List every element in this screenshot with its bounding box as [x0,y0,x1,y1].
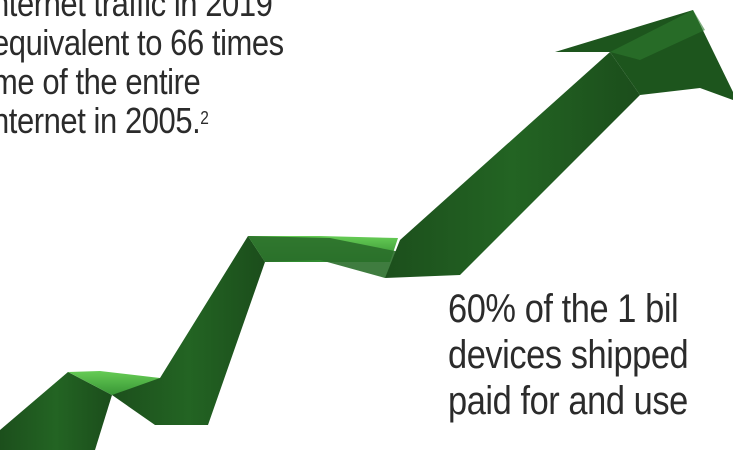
arrow-segment-4 [385,52,640,278]
bottom-caption: 60% of the 1 bil devices shipped paid fo… [448,286,727,424]
top-caption: nternet traffic in 2019 equivalent to 66… [0,0,331,140]
bottom-caption-line-3: paid for and use [448,379,688,423]
top-caption-line-4-text: nternet in 2005. [0,100,201,141]
bottom-caption-line-2: devices shipped [448,333,689,377]
footnote-marker: 2 [200,108,209,128]
top-caption-line-4: nternet in 2005.2 [0,101,284,140]
arrow-segment-2 [112,236,265,425]
arrow-segment-1 [0,372,112,450]
top-caption-line-3: me of the entire [0,61,201,102]
top-caption-line-2: equivalent to 66 times [0,22,284,63]
bottom-caption-line-1: 60% of the 1 bil [448,287,679,331]
arrow-head-highlight [610,10,705,60]
arrow-segment-3 [248,236,400,278]
top-caption-line-1: nternet traffic in 2019 [0,0,273,24]
